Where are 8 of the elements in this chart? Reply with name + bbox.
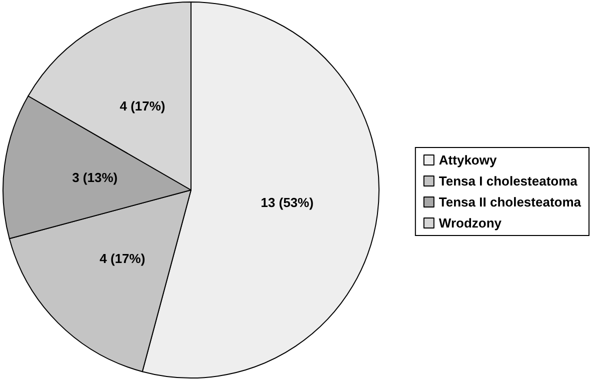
data-label: 3 (13%) bbox=[72, 170, 118, 185]
legend-label: Tensa II cholesteatoma bbox=[438, 194, 582, 210]
data-label: 13 (53%) bbox=[260, 195, 314, 210]
legend-label: Tensa I cholesteatoma bbox=[438, 174, 578, 188]
data-label: 4 (17%) bbox=[120, 98, 166, 114]
data-label: 4 (17%) bbox=[100, 251, 146, 266]
legend-label: Wrodzony bbox=[438, 216, 502, 230]
legend-label: Attykowy bbox=[438, 152, 498, 168]
